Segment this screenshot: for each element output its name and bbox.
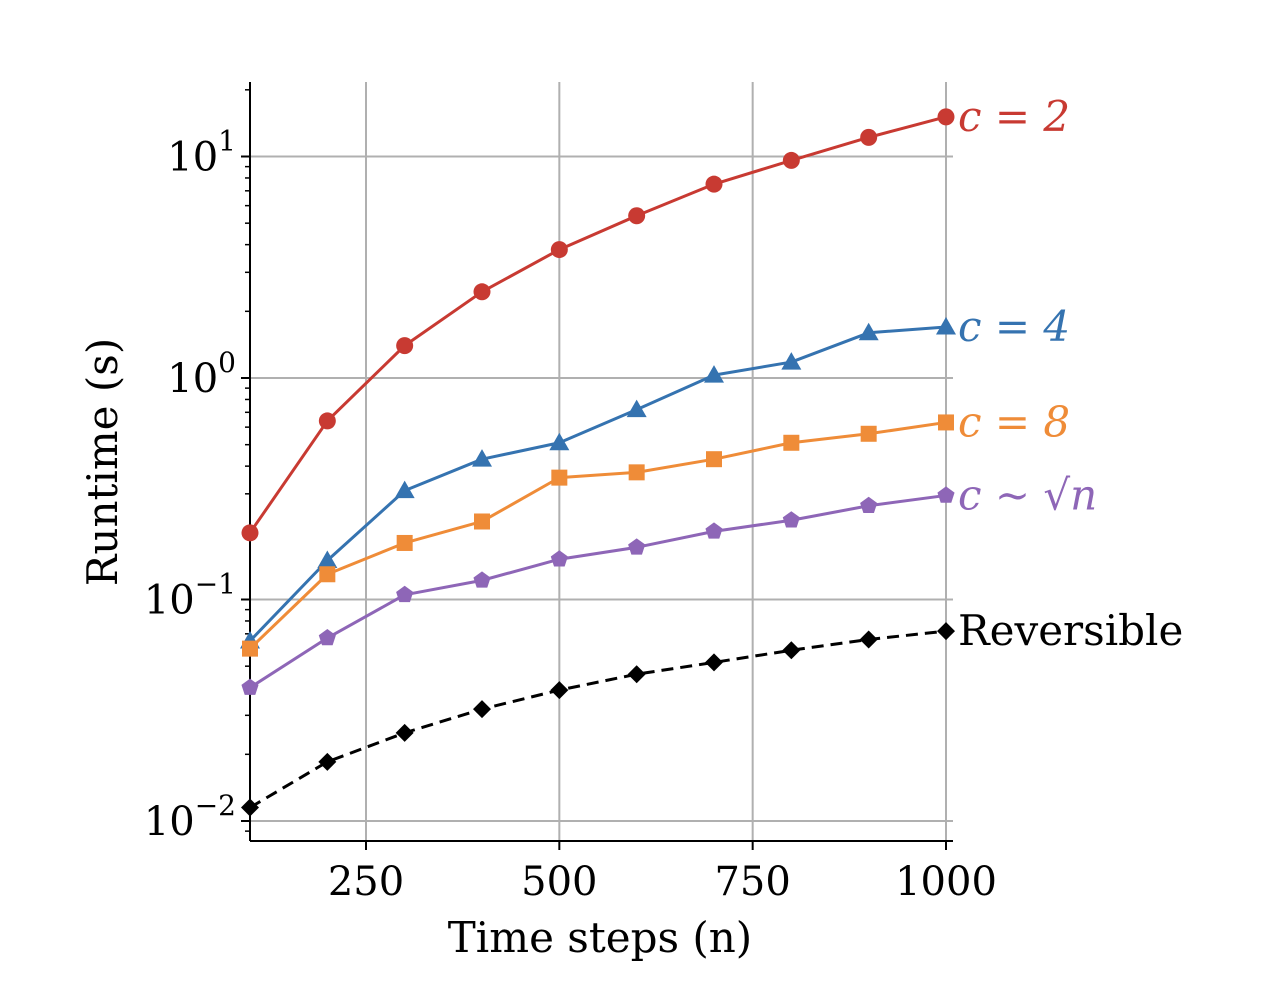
series-line (248, 115, 947, 534)
data-point (241, 678, 259, 695)
series-line (249, 493, 947, 689)
series (242, 414, 954, 657)
x-tick-label: 1000 (895, 859, 997, 905)
data-point (319, 566, 336, 583)
data-point (241, 524, 259, 542)
data-point (550, 241, 568, 259)
x-tick-label: 500 (521, 859, 597, 905)
data-point (628, 464, 645, 481)
data-point (241, 798, 259, 817)
data-point (549, 432, 570, 451)
data-point (937, 622, 955, 641)
data-point (242, 640, 258, 657)
data-point (858, 322, 879, 341)
data-point (395, 723, 414, 742)
series-lines (240, 108, 956, 817)
axes: 250 500 750 1000 10−2 10−1 100 101 (144, 82, 997, 905)
series-line (248, 325, 947, 642)
data-point (626, 399, 647, 418)
data-point (550, 681, 569, 700)
series (241, 622, 955, 817)
data-point (781, 352, 802, 370)
data-point (550, 550, 568, 567)
series-label: c = 2 (958, 92, 1070, 141)
series-label: c = 4 (958, 302, 1070, 351)
series-label: c ∼ √n (958, 470, 1097, 519)
data-point (396, 337, 414, 355)
y-tick-label: 10−1 (144, 568, 236, 624)
series-labels: c = 2 c = 4 c = 8 c ∼ √n Reversible (958, 92, 1183, 655)
series (240, 316, 956, 649)
series (241, 108, 955, 542)
grid (250, 82, 953, 841)
data-point (937, 108, 955, 126)
data-point (782, 511, 800, 528)
data-point (783, 434, 800, 451)
data-point (396, 585, 414, 603)
series-label: c = 8 (958, 397, 1070, 446)
y-tick-label: 10−2 (144, 789, 236, 845)
data-point (628, 538, 646, 555)
data-point (628, 207, 646, 225)
data-point (705, 175, 723, 193)
x-tick-label: 750 (714, 859, 790, 905)
data-point (704, 365, 724, 383)
data-point (473, 283, 491, 301)
data-point (705, 522, 723, 539)
data-point (474, 513, 490, 530)
data-point (938, 414, 954, 431)
data-point (859, 630, 878, 649)
data-point (627, 665, 646, 684)
data-point (860, 425, 877, 442)
y-tick-label: 101 (167, 125, 236, 181)
data-point (396, 534, 413, 551)
data-point (318, 752, 337, 771)
series-label: Reversible (958, 606, 1183, 655)
data-point (705, 653, 723, 672)
data-point (782, 641, 801, 660)
series-line (249, 629, 947, 809)
series-line (248, 420, 947, 650)
data-point (936, 316, 956, 335)
x-tick-label: 250 (328, 859, 404, 905)
y-tick-label: 100 (167, 346, 236, 402)
series (241, 486, 955, 695)
data-point (473, 700, 491, 719)
data-point (394, 480, 415, 499)
data-point (860, 128, 878, 146)
data-point (782, 151, 800, 169)
data-point (860, 496, 878, 514)
data-point (318, 629, 336, 646)
data-point (317, 550, 338, 568)
data-point (706, 451, 722, 468)
y-axis-label: Runtime (s) (78, 338, 127, 586)
data-point (551, 469, 568, 486)
x-axis-label: Time steps (n) (448, 913, 752, 962)
data-point (937, 486, 955, 503)
data-point (473, 571, 491, 588)
data-point (472, 449, 492, 467)
data-point (318, 412, 336, 430)
